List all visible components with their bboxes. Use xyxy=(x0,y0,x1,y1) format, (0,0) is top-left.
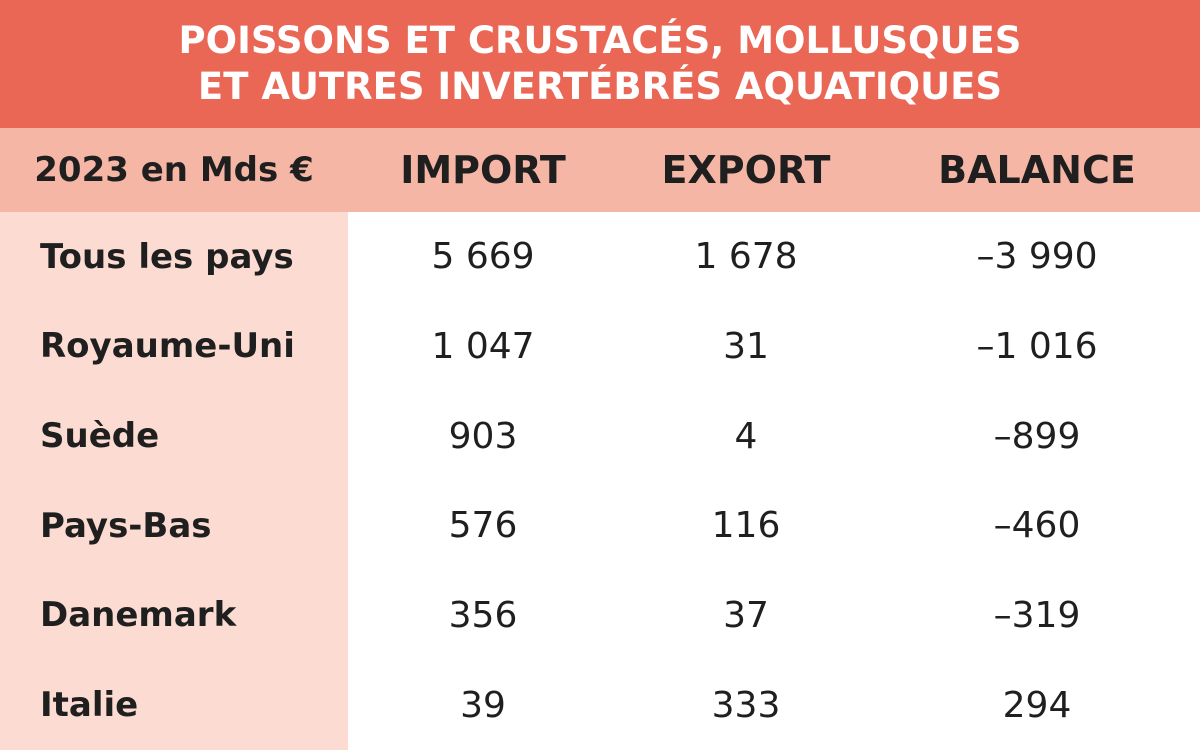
table-cell: –460 xyxy=(993,505,1081,547)
row-label: Royaume-Uni xyxy=(0,301,348,392)
table-cell: 5 669 xyxy=(431,236,535,278)
title-band: POISSONS ET CRUSTACÉS, MOLLUSQUES ET AUTR… xyxy=(0,0,1200,128)
column-header: BALANCE xyxy=(874,128,1200,212)
row-label: Italie xyxy=(0,660,348,750)
table-cell: –319 xyxy=(993,594,1081,636)
title-line: POISSONS ET CRUSTACÉS, MOLLUSQUES xyxy=(178,19,1022,62)
table-cell: 576 xyxy=(448,505,518,547)
table-cell: 37 xyxy=(723,594,769,636)
table-cell: 294 xyxy=(1002,684,1072,726)
row-label: Pays-Bas xyxy=(0,480,348,571)
column-header: EXPORT xyxy=(618,128,874,212)
table-cell: –1 016 xyxy=(976,325,1098,367)
table-cell: 4 xyxy=(734,415,758,457)
row-label: Danemark xyxy=(0,570,348,661)
row-label: Suède xyxy=(0,391,348,481)
table: 2023 en Mds € IMPORT EXPORT BALANCE Tous les… xyxy=(0,128,1200,750)
table-cell: 39 xyxy=(460,684,506,726)
table-cell: 116 xyxy=(711,505,781,547)
table-cell: 1 047 xyxy=(431,325,535,367)
row-label: Tous les pays xyxy=(0,212,348,302)
table-cell: 903 xyxy=(448,415,518,457)
title-line: ET AUTRES INVERTÉBRÉS AQUATIQUES xyxy=(197,65,1003,108)
column-header: IMPORT xyxy=(348,128,618,212)
table-cell: –899 xyxy=(993,415,1081,457)
table-cell: 31 xyxy=(723,325,769,367)
table-cell: 356 xyxy=(448,594,518,636)
table-cell: 1 678 xyxy=(694,236,798,278)
table-cell: 333 xyxy=(711,684,781,726)
column-header: 2023 en Mds € xyxy=(0,128,348,212)
table-cell: –3 990 xyxy=(976,236,1098,278)
